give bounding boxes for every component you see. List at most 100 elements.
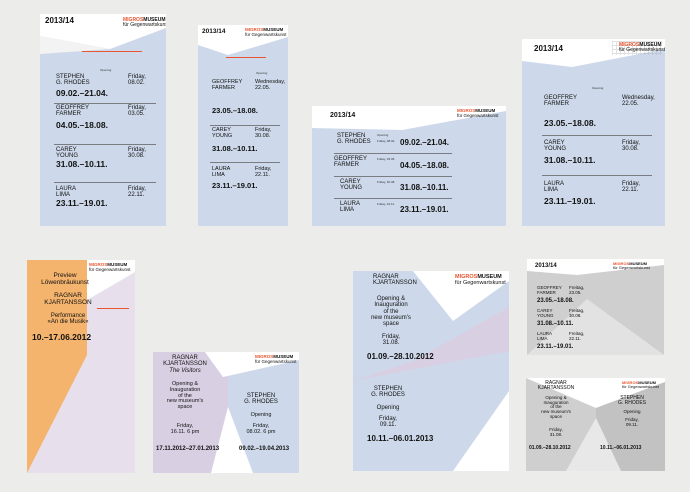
- divider: [542, 175, 652, 176]
- exhibition-range: 04.05.–18.08.: [400, 161, 449, 170]
- year-label: 2013/14: [534, 44, 563, 53]
- artist-name: STEPHEN G. RHODES: [337, 133, 371, 146]
- museum-logo: MIGROSMUSEUM für Gegenwartskunst: [123, 17, 166, 29]
- artist-name: GEOFFREY FARMER: [334, 156, 368, 169]
- opening-date: Friday, 08.02. 6 pm: [246, 423, 276, 435]
- artist-name: STEPHEN G. RHODES: [617, 395, 647, 407]
- opening-date: Freitag, 22.11.: [569, 331, 585, 341]
- exhibition-range: 17.11.2012–27.01.2013: [156, 446, 220, 452]
- opening-date: Friday, 22.11.: [377, 202, 395, 206]
- red-rule: [82, 51, 142, 52]
- red-rule: [97, 308, 129, 309]
- divider: [334, 153, 452, 154]
- opening-date: Friday, 22.11.: [255, 166, 272, 178]
- exhibition-range: 23.11.–19.01.: [56, 198, 108, 208]
- opening-date: Friday, 08.02.: [128, 74, 146, 87]
- year-label: 2013/14: [45, 16, 74, 25]
- white-triangle-graphic: [522, 39, 665, 67]
- opening-label: Opening: [592, 86, 604, 90]
- divider: [334, 198, 452, 199]
- opening-date: Friday, 03.05.: [128, 105, 146, 118]
- exhibition-range: 31.08.–10.11.: [212, 144, 258, 153]
- artist-name: GEOFFREY FARMER: [56, 105, 90, 118]
- artist-name: CAREY YOUNG: [212, 127, 233, 139]
- divider: [54, 182, 156, 183]
- year-label: 2013/14: [202, 28, 226, 35]
- split-triangle-graphic: [353, 271, 509, 471]
- opening-date: Friday, 30.08.: [377, 180, 396, 184]
- opening-date: Friday, 31.08.: [549, 427, 563, 437]
- opening-label: Opening: [100, 68, 112, 72]
- poster-season-2: 2013/14 MIGROSMUSEUM für Gegenwartskunst …: [198, 25, 288, 226]
- museum-logo: MIGROSMUSEUM für Gegenwartskunst: [622, 380, 659, 390]
- exhibition-range: 23.05.–18.08.: [544, 118, 596, 128]
- opening-date: Friday, 22.11.: [128, 186, 146, 199]
- museum-logo: MIGROSMUSEUM für Gegenwartskunst: [619, 42, 665, 54]
- exhibition-range: 23.11.–19.01.: [544, 196, 596, 206]
- artist-name: RAGNAR KJARTANSSON The Visitors: [163, 355, 207, 374]
- museum-logo: MIGROSMUSEUM für Gegenwartskunst: [457, 108, 499, 118]
- exhibition-range: 23.05.–18.08.: [212, 106, 258, 115]
- artist-name: GEOFFREY FARMER: [544, 95, 578, 108]
- performance-title: Performance «An die Musik»: [47, 313, 89, 326]
- exhibition-range: 10.–17.06.2012: [32, 332, 92, 342]
- orange-triangle-graphic: [27, 260, 135, 473]
- museum-logo: MIGROSMUSEUM für Gegenwartskunst: [245, 27, 287, 37]
- exhibition-range: 09.02.–19.04.2013: [239, 446, 290, 452]
- artist-name: RAGNAR KJARTANSSON: [537, 380, 575, 392]
- opening-date: Wednesday, 22.05.: [622, 95, 655, 108]
- artist-name: STEPHEN G. RHODES: [244, 393, 278, 406]
- opening-label: Opening: [250, 412, 272, 418]
- white-triangle-graphic: [312, 106, 506, 130]
- exhibition-range: 01.09.–28.10.2012: [529, 445, 571, 451]
- exhibition-range: 31.08.–10.11.: [544, 155, 596, 165]
- white-triangle-graphic: [198, 25, 288, 55]
- exhibition-range: 10.11.–06.01.2013: [600, 445, 642, 451]
- exhibition-range: 01.09.–28.10.2012: [367, 352, 434, 361]
- opening-label: Opening: [256, 71, 268, 75]
- poster-preview: MIGROSMUSEUM für Gegenwartskunst Preview L…: [27, 260, 135, 473]
- artist-name: LAURA LIMA: [340, 201, 361, 214]
- artist-name: RAGNAR KJARTANSSON: [373, 274, 417, 287]
- artist-name: LAURA LIMA: [56, 186, 77, 199]
- opening-date: Friday, 09.11.: [379, 416, 397, 429]
- opening-date: Friday, 22.11.: [622, 181, 640, 194]
- divider: [54, 144, 156, 145]
- exhibition-range: 23.11.–19.01.: [212, 181, 258, 190]
- dot-grid-pattern: [612, 41, 662, 55]
- opening-date: Friday, 30.08.: [622, 140, 640, 153]
- opening-date: Friday, 30.08.: [128, 147, 146, 160]
- exhibition-range: 23.11.–19.01.: [400, 205, 449, 214]
- museum-logo: MIGROSMUSEUM für Gegenwartskunst: [455, 274, 506, 286]
- poster-inauguration: MIGROSMUSEUM für Gegenwartskunst RAGNAR KJ…: [153, 352, 299, 473]
- opening-date: Friday, 31.08.: [382, 334, 400, 347]
- exhibition-range: 10.11.–06.01.2013: [367, 434, 434, 443]
- opening-date: Friday, 16.11. 6 pm: [170, 423, 200, 435]
- opening-text: Opening & Inauguration of the new museum's s…: [541, 395, 571, 419]
- artist-name: CAREY YOUNG: [340, 179, 363, 192]
- white-triangle-graphic: [40, 14, 166, 54]
- card-small-grey: 2013/14 MIGROSMUSEUM für Gegenwartskunst …: [527, 259, 664, 355]
- exhibition-range: 31.08.–10.11.: [537, 321, 574, 327]
- artist-name: RAGNAR KJARTANSSON: [44, 292, 92, 306]
- opening-date: Freitag, 23.05.: [569, 285, 585, 295]
- poster-inauguration-large: MIGROSMUSEUM für Gegenwartskunst RAGNAR KJ…: [353, 271, 509, 471]
- exhibition-range: 09.02.–21.04.: [56, 88, 108, 98]
- card-grey-landscape: MIGROSMUSEUM für Gegenwartskunst RAGNAR KJ…: [526, 378, 665, 471]
- artist-name: GEOFFREY FARMER: [537, 285, 562, 295]
- opening-date: Friday, 09.11.: [625, 417, 639, 427]
- artist-name: STEPHEN G. RHODES: [56, 74, 90, 87]
- preview-title: Preview Löwenbräukunst: [41, 272, 89, 286]
- divider: [210, 125, 280, 126]
- year-label: 2013/14: [535, 263, 557, 269]
- opening-label: Opening: [376, 405, 400, 411]
- opening-text: Opening & Inauguration of the new museum's s…: [166, 381, 204, 411]
- exhibition-range: 09.02.–21.04.: [400, 138, 449, 147]
- artist-name: LAURA LIMA: [544, 181, 565, 194]
- exhibition-range: 23.05.–18.08.: [537, 298, 574, 304]
- museum-logo: MIGROSMUSEUM für Gegenwartskunst: [255, 354, 297, 364]
- artist-name: CAREY YOUNG: [537, 308, 554, 318]
- artist-name: LAURA LIMA: [537, 331, 553, 341]
- split-triangle-graphic: [205, 352, 299, 473]
- exhibition-range: 23.11.–19.01.: [537, 344, 574, 350]
